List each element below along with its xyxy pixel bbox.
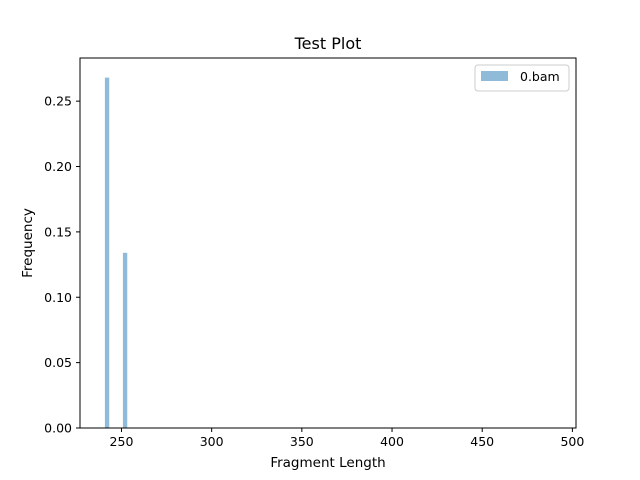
- bars-group: [104, 77, 128, 429]
- y-axis-label: Frequency: [20, 208, 36, 278]
- y-tick-label: 0.15: [44, 224, 72, 239]
- y-tick-label: 0.20: [44, 159, 72, 174]
- bar-0-1: [122, 252, 128, 428]
- y-tick-label: 0.00: [44, 421, 72, 436]
- legend: 0.bam: [474, 64, 570, 92]
- y-tick-label: 0.25: [44, 94, 72, 109]
- y-tick-label: 0.05: [44, 355, 72, 370]
- x-tick-label: 250: [110, 434, 134, 449]
- x-axis-label: Fragment Length: [270, 455, 385, 471]
- y-tick-label: 0.10: [44, 290, 72, 305]
- legend-entry-label: 0.bam: [520, 69, 560, 84]
- x-tick-label: 400: [380, 434, 404, 449]
- y-axis-ticks: 0.00 0.05 0.10 0.15 0.20 0.25: [44, 94, 80, 436]
- x-tick-label: 350: [290, 434, 314, 449]
- bar-0-0: [104, 77, 110, 429]
- x-axis-ticks: 250 300 350 400 450 500: [110, 428, 584, 449]
- x-tick-label: 300: [200, 434, 224, 449]
- x-tick-label: 450: [470, 434, 494, 449]
- plot-frame: [79, 57, 577, 429]
- chart-title: Test Plot: [294, 34, 362, 53]
- x-tick-label: 500: [560, 434, 584, 449]
- legend-swatch: [481, 71, 508, 81]
